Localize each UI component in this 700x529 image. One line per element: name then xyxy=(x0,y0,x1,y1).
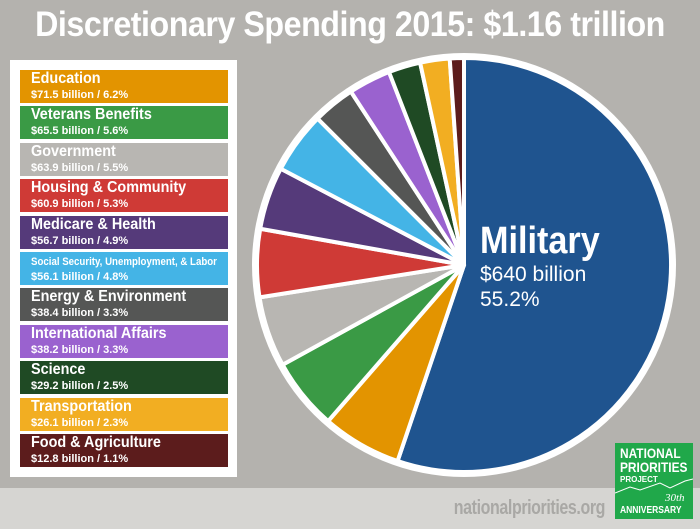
legend-item-value: $38.2 billion / 3.3% xyxy=(31,343,129,356)
legend-item: Housing & Community $60.9 billion / 5.3% xyxy=(20,179,228,213)
logo-graph-line xyxy=(615,478,693,494)
chart-title: Discretionary Spending 2015: $1.16 trill… xyxy=(35,5,665,44)
logo-line-30th: 30th xyxy=(665,492,685,504)
legend-item-name: Food & Agriculture xyxy=(31,434,161,451)
legend-item: Social Security, Unemployment, & Labor $5… xyxy=(20,252,228,285)
military-name: Military xyxy=(480,220,600,262)
legend-item-value: $26.1 billion / 2.3% xyxy=(31,416,129,429)
legend-item-name: Government xyxy=(31,142,116,160)
npp-logo: NATIONAL PRIORITIES PROJECT 30th ANNIVER… xyxy=(615,443,693,519)
website-link[interactable]: nationalpriorities.org xyxy=(453,497,606,519)
legend-item-name: Energy & Environment xyxy=(31,288,187,306)
military-percent: 55.2% xyxy=(480,288,540,311)
legend-item: Energy & Environment $38.4 billion / 3.3% xyxy=(20,288,228,322)
pie-slice-food-agriculture xyxy=(447,56,466,267)
legend-item-name: Education xyxy=(31,70,101,87)
legend-item: Food & Agriculture $12.8 billion / 1.1% xyxy=(20,434,228,467)
legend-item-value: $60.9 billion / 5.3% xyxy=(31,198,129,211)
legend-item: Education $71.5 billion / 6.2% xyxy=(20,70,228,103)
legend-item: Government $63.9 billion / 5.5% xyxy=(20,142,228,176)
legend-item: International Affairs $38.2 billion / 3.3… xyxy=(20,324,228,358)
legend-item: Science $29.2 billion / 2.5% xyxy=(20,361,228,395)
logo-line-project: PROJECT xyxy=(620,475,658,484)
legend-item-name: Medicare & Health xyxy=(31,215,156,233)
legend-item-value: $63.9 billion / 5.5% xyxy=(31,161,129,174)
logo-line-priorities: PRIORITIES xyxy=(620,459,688,475)
military-value: $640 billion xyxy=(480,263,587,286)
legend-item-value: $56.1 billion / 4.8% xyxy=(31,271,129,283)
legend-item-value: $56.7 billion / 4.9% xyxy=(31,234,129,247)
logo-line-anniversary: ANNIVERSARY xyxy=(620,505,682,516)
legend-item-value: $29.2 billion / 2.5% xyxy=(31,380,129,393)
footer-band xyxy=(0,488,700,529)
legend-item-name: Housing & Community xyxy=(31,179,187,197)
legend-item-value: $71.5 billion / 6.2% xyxy=(31,89,129,101)
military-label: Military $640 billion 55.2% xyxy=(480,220,613,312)
legend: Education $71.5 billion / 6.2% Veterans Be… xyxy=(10,60,237,477)
legend-item-name: International Affairs xyxy=(31,324,167,342)
legend-item: Transportation $26.1 billion / 2.3% xyxy=(20,397,228,431)
legend-item-name: Transportation xyxy=(31,397,132,415)
legend-item-name: Veterans Benefits xyxy=(31,106,152,124)
legend-item-value: $38.4 billion / 3.3% xyxy=(31,307,129,320)
logo-line-national: NATIONAL xyxy=(620,445,681,461)
legend-item-value: $12.8 billion / 1.1% xyxy=(31,453,129,465)
legend-item: Veterans Benefits $65.5 billion / 5.6% xyxy=(20,106,228,140)
legend-item-value: $65.5 billion / 5.6% xyxy=(31,125,129,138)
legend-item-name: Social Security, Unemployment, & Labor xyxy=(31,256,217,268)
legend-item: Medicare & Health $56.7 billion / 4.9% xyxy=(20,215,228,249)
legend-item-name: Science xyxy=(31,361,86,379)
